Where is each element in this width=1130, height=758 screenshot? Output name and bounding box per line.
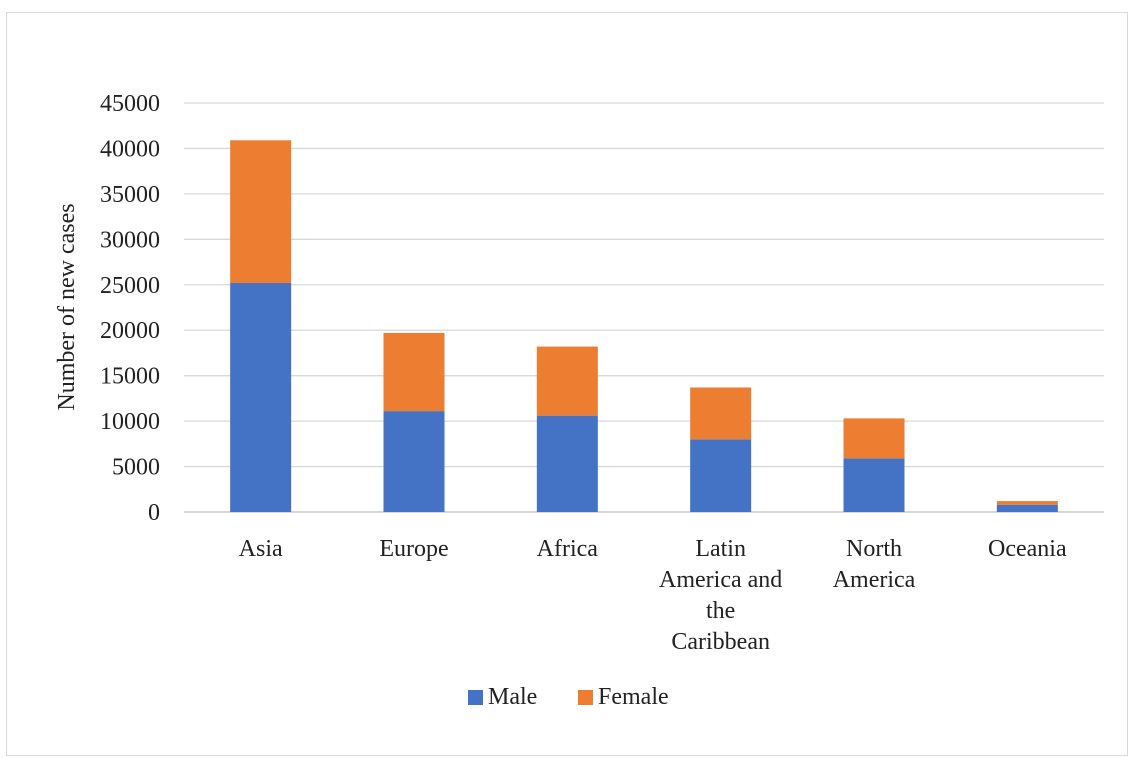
legend-swatch-male [468,690,483,705]
y-tick-label: 30000 [100,227,160,253]
legend-label-male: Male [488,684,537,710]
y-tick-label: 0 [148,500,160,526]
x-category-label: Latin America and the Caribbean [659,536,782,655]
legend-label-female: Female [598,684,669,710]
bar-male-oceania [996,504,1058,512]
bars [230,140,1058,512]
y-tick-label: 35000 [100,182,160,208]
y-tick-label: 45000 [100,91,160,117]
y-tick-label: 20000 [100,318,160,344]
x-axis-labels: Asia Europe Africa Latin America and the Carib… [239,536,1067,655]
legend-swatch-female [578,690,593,705]
bar-female-latin-america-and-the-caribbean [690,387,752,440]
x-category-label: Asia [239,536,283,562]
x-category-label: Africa [537,536,599,562]
bar-male-latin-america-and-the-caribbean [690,439,752,512]
bar-male-europe [383,411,445,512]
y-tick-label: 25000 [100,273,160,299]
bar-female-africa [536,346,598,416]
x-category-label: Europe [379,536,448,562]
y-axis-title: Number of new cases [54,203,80,410]
bar-female-north-america [843,418,905,459]
legend: Male Female [468,684,669,710]
y-tick-label: 40000 [100,136,160,162]
x-category-label: Oceania [988,536,1067,562]
bar-female-asia [230,140,292,283]
bar-male-north-america [843,458,905,512]
y-tick-label: 15000 [100,364,160,390]
y-axis-ticks: 0 5000 10000 15000 20000 25000 30000 35000 40000… [100,91,160,526]
bar-female-oceania [996,501,1058,505]
bar-male-asia [230,282,292,512]
chart-frame [6,12,1128,756]
gridlines [184,102,1104,513]
bar-male-africa [536,415,598,512]
y-tick-label: 5000 [112,455,160,481]
y-tick-label: 10000 [100,409,160,435]
bar-female-europe [383,332,445,412]
x-category-label: North America [833,536,916,593]
